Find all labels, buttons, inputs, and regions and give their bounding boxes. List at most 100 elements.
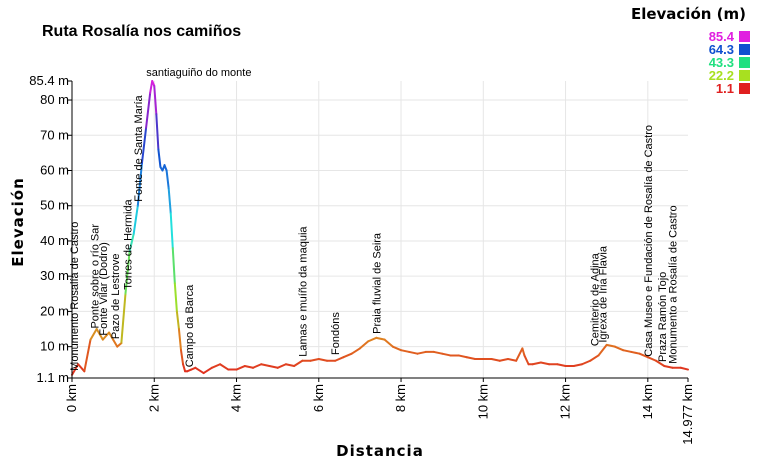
elevation-point	[190, 368, 192, 371]
elevation-line	[71, 80, 689, 376]
x-tick-label: 12 km	[558, 384, 573, 419]
elevation-segment	[177, 328, 182, 352]
elevation-point	[153, 85, 155, 87]
elevation-point	[293, 365, 295, 367]
elevation-point	[120, 342, 122, 344]
elevation-segment	[391, 345, 403, 352]
elevation-point	[285, 363, 287, 365]
annotation-label: Fondóns	[330, 312, 342, 355]
annotation-label: Cemiterio de Adina	[589, 252, 601, 346]
elevation-point	[77, 363, 79, 365]
elevation-segment	[523, 354, 530, 366]
elevation-point	[301, 360, 303, 362]
elevation-point	[638, 353, 641, 355]
elevation-point	[375, 337, 377, 339]
elevation-segment	[521, 347, 526, 357]
y-tick-label: 85.4 m	[29, 73, 69, 88]
elevation-point	[507, 358, 509, 360]
elevation-segment	[317, 357, 329, 362]
elevation-point	[149, 92, 151, 94]
elevation-segment	[589, 354, 600, 362]
elevation-point	[112, 338, 114, 341]
elevation-segment	[169, 211, 174, 249]
x-tick-label: 4 km	[229, 384, 244, 412]
elevation-point	[165, 169, 168, 172]
elevation-segment	[243, 365, 254, 369]
elevation-segment	[182, 363, 187, 373]
elevation-segment	[112, 338, 119, 348]
elevation-segment	[506, 357, 518, 362]
elevation-point	[400, 349, 402, 351]
elevation-segment	[309, 357, 320, 362]
elevation-segment	[432, 350, 444, 355]
elevation-point	[227, 368, 229, 371]
elevation-point	[244, 365, 246, 367]
elevation-point	[326, 360, 328, 362]
elevation-point	[663, 365, 665, 367]
annotation-label: Casa Museo e Fundación de Rosalía de Cas…	[643, 125, 655, 357]
elevation-segment	[367, 336, 378, 343]
annotation-label: Campo da Barca	[184, 284, 196, 367]
elevation-point	[540, 361, 542, 364]
elevation-point	[680, 367, 682, 369]
annotation-label: Monumento a Rosalía de Castro	[667, 205, 679, 363]
elevation-segment	[539, 361, 551, 366]
elevation-segment	[613, 345, 625, 352]
y-tick-label: 20 m	[40, 303, 69, 318]
elevation-point	[532, 363, 534, 365]
elevation-segment	[334, 356, 345, 362]
elevation-point	[159, 166, 162, 168]
elevation-segment	[605, 343, 616, 348]
elevation-segment	[179, 349, 185, 366]
elevation-segment	[136, 162, 143, 207]
elevation-segment	[171, 246, 176, 285]
x-tick-label: 8 km	[393, 384, 408, 412]
legend-swatch	[739, 57, 750, 68]
elevation-segment	[358, 340, 370, 350]
elevation-point	[630, 351, 632, 353]
elevation-point	[128, 250, 131, 253]
elevation-point	[170, 212, 172, 214]
elevation-point	[671, 367, 674, 369]
elevation-point	[309, 360, 312, 362]
y-tick-label: 60 m	[40, 162, 69, 177]
legend-entry-label: 1.1	[716, 81, 734, 96]
elevation-segment	[383, 338, 394, 348]
elevation-point	[416, 353, 419, 355]
elevation-segment	[293, 359, 304, 368]
elevation-segment	[342, 352, 353, 359]
elevation-segment	[622, 349, 633, 353]
elevation-segment	[284, 363, 296, 368]
y-tick-label: 70 m	[40, 127, 69, 142]
legend-entry-label: 85.4	[709, 29, 735, 44]
elevation-segment	[400, 349, 411, 353]
elevation-segment	[260, 363, 271, 368]
elevation-segment	[124, 250, 131, 295]
elevation-point	[433, 351, 435, 353]
elevation-point	[564, 365, 567, 367]
x-tick-label: 14.977 km	[680, 384, 695, 445]
elevation-point	[108, 331, 110, 334]
elevation-point	[474, 358, 476, 360]
elevation-point	[367, 340, 369, 342]
elevation-segment	[416, 350, 427, 355]
elevation-segment	[89, 328, 98, 341]
elevation-segment	[679, 366, 689, 371]
elevation-point	[606, 344, 608, 346]
elevation-point	[180, 349, 182, 351]
elevation-point	[408, 351, 410, 353]
elevation-segment	[531, 361, 542, 366]
elevation-point	[441, 353, 443, 355]
elevation-point	[466, 356, 468, 358]
annotation-label: Ponte sobre o río Sar	[90, 224, 102, 329]
elevation-segment	[465, 356, 477, 360]
elevation-point	[458, 354, 460, 357]
elevation-point	[597, 354, 600, 357]
elevation-segment	[83, 338, 92, 373]
elevation-point	[277, 367, 279, 369]
y-tick-label: 40 m	[40, 233, 69, 248]
elevation-segment	[646, 356, 658, 362]
chart-title: Ruta Rosalía nos camiños	[42, 23, 241, 40]
x-tick-label: 14 km	[640, 384, 655, 419]
